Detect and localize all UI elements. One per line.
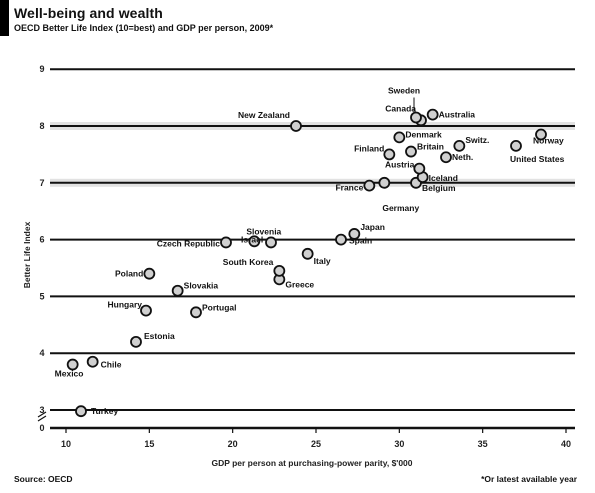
point-chile	[86, 355, 99, 368]
x-tick-label: 35	[478, 439, 488, 449]
y-tick-label: 3	[39, 405, 44, 415]
source-note: Source: OECD	[14, 474, 73, 484]
point-italy	[301, 247, 314, 260]
point-label: Finland	[354, 143, 384, 153]
point-turkey	[75, 405, 87, 418]
y-tick-label: 9	[39, 64, 44, 74]
point-label: Iceland	[429, 173, 458, 183]
point-france	[363, 179, 376, 192]
y-tick-label: 0	[39, 423, 44, 433]
point-label: Britain	[417, 142, 444, 152]
point-label: United States	[510, 154, 565, 164]
point-australia	[426, 108, 439, 121]
point-united-states	[510, 139, 522, 152]
point-label: Neth.	[452, 152, 473, 162]
point-label: France	[335, 183, 363, 193]
point-label: Denmark	[405, 129, 442, 139]
y-tick-label: 4	[39, 348, 44, 358]
point-label: South Korea	[223, 257, 274, 267]
point-label: Spain	[349, 236, 372, 246]
point-hungary	[140, 304, 152, 317]
x-tick-label: 30	[394, 439, 404, 449]
point-label: Hungary	[108, 300, 143, 310]
point-new-zealand	[290, 120, 302, 132]
point-mexico	[66, 358, 79, 371]
point-label: Austria	[385, 160, 415, 170]
point-label: Slovakia	[184, 281, 219, 291]
point-label: Chile	[101, 360, 122, 370]
point-germany	[378, 176, 391, 189]
point-label: Sweden	[388, 85, 420, 95]
y-tick-label: 8	[39, 121, 44, 131]
point-label: Italy	[314, 256, 331, 266]
point-label: Switz.	[465, 135, 489, 145]
x-tick-label: 20	[228, 439, 238, 449]
x-axis-label: GDP per person at purchasing-power parit…	[211, 458, 412, 468]
y-tick-label: 7	[39, 178, 44, 188]
point-denmark	[393, 131, 406, 144]
point-japan	[348, 228, 361, 240]
point-label: Czech Republic	[157, 238, 221, 248]
axis-break-icon	[37, 411, 47, 422]
point-portugal	[190, 306, 202, 319]
point-label: Germany	[382, 203, 419, 213]
point-slovenia	[248, 235, 261, 248]
point-poland	[143, 267, 156, 280]
point-czech-republic	[220, 236, 232, 249]
point-label: Belgium	[422, 183, 456, 193]
point-label: Mexico	[55, 369, 84, 379]
point-norway	[535, 128, 547, 141]
point-label: Slovenia	[246, 226, 281, 236]
point-label: Norway	[533, 136, 564, 146]
point-spain	[335, 233, 347, 246]
point-label: Turkey	[91, 406, 119, 416]
chart-subtitle: OECD Better Life Index (10=best) and GDP…	[14, 23, 274, 33]
y-axis-label: Better Life Index	[22, 221, 32, 288]
corner-bar	[0, 0, 9, 36]
point-united-kingdom	[405, 145, 417, 158]
x-tick-label: 40	[561, 439, 571, 449]
point-sweden	[410, 111, 422, 124]
point-label: Greece	[285, 279, 314, 289]
y-tick-label: 6	[39, 235, 44, 245]
point-label: Japan	[360, 222, 385, 232]
point-label: Australia	[439, 110, 476, 120]
x-tick-label: 15	[144, 439, 154, 449]
footnote: *Or latest available year	[481, 474, 577, 484]
point-slovakia	[171, 284, 184, 297]
x-tick-label: 10	[61, 439, 71, 449]
point-switzerland	[453, 139, 466, 152]
chart-title: Well-being and wealth	[14, 5, 163, 21]
point-label: New Zealand	[238, 110, 290, 120]
point-label: Portugal	[202, 302, 236, 312]
point-label: Estonia	[144, 331, 175, 341]
point-finland	[383, 148, 396, 161]
point-south-korea	[273, 264, 286, 277]
point-label: Canada	[385, 103, 416, 113]
y-tick-label: 5	[39, 291, 44, 301]
point-austria	[413, 162, 426, 175]
point-netherlands	[440, 151, 452, 164]
point-label: Israel	[241, 234, 263, 244]
x-tick-label: 25	[311, 439, 321, 449]
point-label: Poland	[115, 269, 143, 279]
point-estonia	[130, 335, 142, 348]
point-israel	[265, 236, 277, 249]
